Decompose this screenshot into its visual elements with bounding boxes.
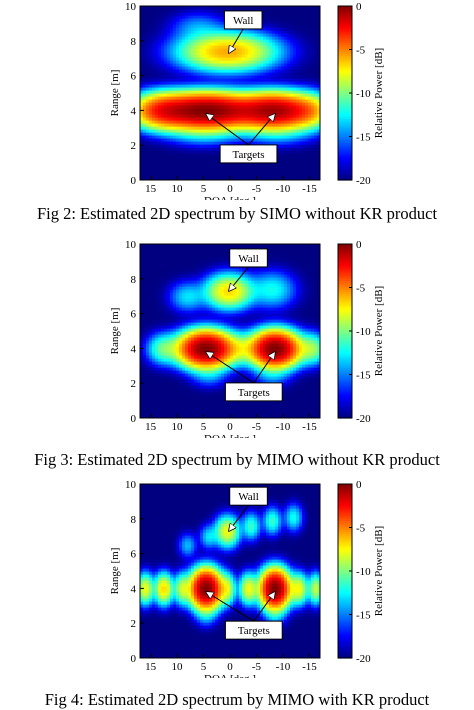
x-tick-label: -10 [276,183,291,195]
y-axis-label: Range [m] [109,70,121,117]
x-tick-label: -5 [252,183,262,195]
y-tick-label: 0 [131,175,137,187]
spectrum-chart-fig2: 15 10 5 0 -5 -10 -15 0 2 4 6 8 10 DOA [deg.] Range [m]… [0,0,474,200]
figure-caption: Fig 2: Estimated 2D spectrum by SIMO wit… [0,204,474,224]
colorbar-tick-label: -15 [356,132,371,144]
y-tick-label: 10 [125,1,137,13]
y-tick-label: 6 [131,71,137,83]
x-tick-label: 10 [172,183,184,195]
colorbar-tick-label: -20 [356,175,371,187]
colorbar-tick-label: -10 [356,88,371,100]
figure-2: 15 10 5 0 -5 -10 -15 0 2 4 6 8 10 DOA [deg.] Range [m]… [0,0,474,232]
x-axis-label: DOA [deg.] [204,195,256,200]
y-tick-label: 8 [131,36,137,48]
annotation-label: Wall [233,15,254,27]
x-tick-label: 5 [201,183,207,195]
x-tick-label: 15 [145,183,157,195]
y-tick-label: 2 [131,140,137,152]
annotation-label: Targets [233,149,265,161]
colorbar-label: Relative Power [dB] [373,48,385,138]
colorbar-tick-label: 0 [356,1,362,13]
colorbar-tick-label: -5 [356,45,366,57]
x-tick-label: 0 [227,183,233,195]
x-tick-label: -15 [302,183,317,195]
y-tick-label: 4 [131,105,137,117]
